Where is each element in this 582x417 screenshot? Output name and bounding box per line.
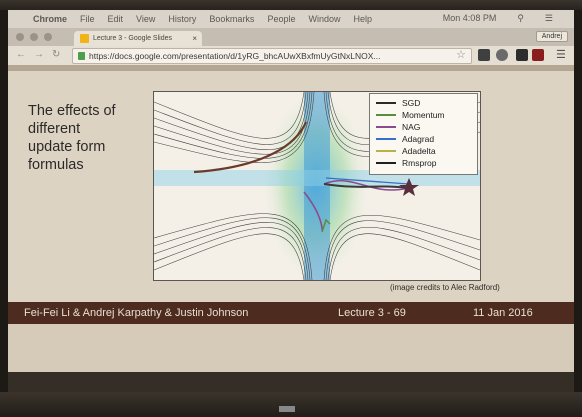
footer-date: 11 Jan 2016 — [473, 307, 533, 319]
mac-menubar: Chrome File Edit View History Bookmarks … — [8, 10, 574, 28]
spotlight-search-icon[interactable]: ⚲ — [517, 13, 524, 23]
legend-label: Adadelta — [402, 146, 436, 156]
window-minimize-button[interactable] — [30, 33, 38, 41]
slide-title-line: formulas — [28, 157, 84, 173]
url-text: https://docs.google.com/presentation/d/1… — [89, 51, 381, 61]
legend-label: Adagrad — [402, 134, 435, 144]
slide-footer: Fei-Fei Li & Andrej Karpathy & Justin Jo… — [8, 302, 574, 324]
legend-item: SGD — [376, 97, 420, 109]
secure-lock-icon — [78, 52, 85, 60]
image-credits: (image credits to Alec Radford) — [390, 283, 500, 292]
menu-window[interactable]: Window — [308, 14, 341, 24]
legend-item: Momentum — [376, 109, 445, 121]
menu-file[interactable]: File — [80, 14, 95, 24]
legend-swatch — [376, 162, 396, 164]
screen-bottom-shadow — [8, 372, 574, 392]
menu-bookmarks[interactable]: Bookmarks — [209, 14, 255, 24]
legend-item: Rmsprop — [376, 157, 436, 169]
legend-label: Rmsprop — [402, 158, 437, 168]
tab-lecture-3[interactable]: Lecture 3 - Google Slides × — [74, 31, 202, 46]
slide-title-line: update form — [28, 139, 106, 155]
sync-icon[interactable] — [496, 49, 508, 61]
room-floor — [0, 392, 582, 417]
legend-swatch — [376, 102, 396, 104]
menu-history[interactable]: History — [168, 14, 197, 24]
slide-title-line: different — [28, 121, 81, 137]
bookmark-star-icon[interactable]: ☆ — [456, 49, 466, 61]
notification-list-icon[interactable]: ☰ — [544, 13, 553, 23]
slide-title: The effects of different update form for… — [28, 102, 158, 174]
room-wall-right — [574, 10, 582, 400]
slide-title-line: The effects of — [28, 103, 116, 119]
footer-authors: Fei-Fei Li & Andrej Karpathy & Justin Jo… — [24, 307, 249, 319]
menu-edit[interactable]: Edit — [107, 14, 124, 24]
legend-label: NAG — [402, 122, 421, 132]
extension-icon[interactable] — [516, 49, 528, 61]
projector-light — [279, 406, 295, 412]
slide-top-band — [8, 65, 574, 71]
google-slides-icon — [80, 34, 89, 43]
menu-help[interactable]: Help — [353, 14, 372, 24]
room-wall-left — [0, 10, 8, 400]
legend-item: NAG — [376, 121, 420, 133]
legend-label: SGD — [402, 98, 421, 108]
menu-view[interactable]: View — [136, 14, 156, 24]
chrome-menu-icon[interactable]: ☰ — [556, 49, 566, 61]
menubar-clock[interactable]: Mon 4:08 PM — [442, 13, 497, 23]
reload-icon[interactable]: ↻ — [52, 49, 61, 60]
back-arrow-icon[interactable]: ← — [16, 49, 26, 60]
address-bar[interactable]: https://docs.google.com/presentation/d/1… — [72, 48, 472, 64]
menu-app-chrome[interactable]: Chrome — [33, 14, 68, 24]
tab-title: Lecture 3 - Google Slides — [93, 35, 172, 42]
optimizer-contour-plot — [153, 91, 481, 281]
contour-plot-image — [154, 92, 480, 280]
legend-item: Adagrad — [376, 133, 434, 145]
tab-close-icon[interactable]: × — [192, 34, 197, 43]
extension-icon[interactable] — [478, 49, 490, 61]
window-zoom-button[interactable] — [44, 33, 52, 41]
profile-button[interactable]: Andrej — [535, 31, 568, 42]
legend-swatch — [376, 114, 396, 116]
footer-lecture-number: Lecture 3 - 69 — [338, 307, 406, 319]
legend-label: Momentum — [402, 110, 445, 120]
forward-arrow-icon[interactable]: → — [34, 49, 44, 60]
legend-swatch — [376, 138, 396, 140]
browser-toolbar: ← → ↻ https://docs.google.com/presentati… — [8, 46, 574, 66]
browser-tab-strip: Lecture 3 - Google Slides × Andrej — [8, 28, 574, 46]
legend-item: Adadelta — [376, 145, 436, 157]
extension-icon[interactable] — [532, 49, 544, 61]
chart-legend: SGD Momentum NAG Adagrad Adadelta Rmspro… — [369, 93, 478, 175]
window-close-button[interactable] — [16, 33, 24, 41]
menu-people[interactable]: People — [267, 14, 296, 24]
legend-swatch — [376, 150, 396, 152]
legend-swatch — [376, 126, 396, 128]
projected-screen: Chrome File Edit View History Bookmarks … — [8, 10, 574, 392]
